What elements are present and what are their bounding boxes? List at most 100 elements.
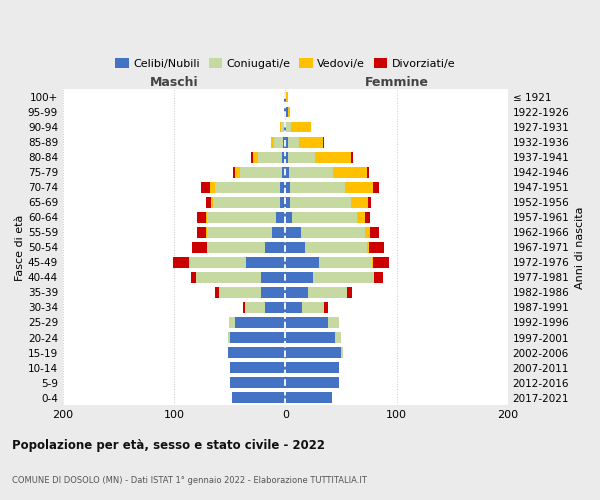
- Bar: [286, 122, 291, 132]
- Bar: [280, 197, 286, 207]
- Bar: [192, 242, 208, 252]
- Bar: [372, 257, 373, 268]
- Bar: [308, 287, 347, 298]
- Bar: [261, 272, 286, 283]
- Bar: [286, 212, 292, 222]
- Bar: [286, 362, 339, 373]
- Bar: [213, 197, 280, 207]
- Bar: [284, 92, 286, 102]
- Bar: [245, 302, 265, 313]
- Bar: [240, 167, 282, 177]
- Bar: [280, 182, 286, 192]
- Bar: [286, 136, 287, 147]
- Bar: [284, 122, 286, 132]
- Bar: [369, 242, 385, 252]
- Bar: [316, 152, 351, 162]
- Bar: [347, 287, 352, 298]
- Bar: [290, 197, 351, 207]
- Bar: [299, 136, 323, 147]
- Bar: [282, 152, 286, 162]
- Bar: [284, 106, 286, 118]
- Bar: [286, 152, 287, 162]
- Bar: [373, 182, 379, 192]
- Bar: [197, 227, 206, 237]
- Bar: [283, 136, 286, 147]
- Bar: [251, 152, 253, 162]
- Bar: [286, 227, 301, 237]
- Bar: [197, 212, 206, 222]
- Bar: [335, 332, 341, 343]
- Text: Maschi: Maschi: [150, 76, 199, 90]
- Bar: [351, 197, 368, 207]
- Bar: [271, 136, 274, 147]
- Bar: [210, 182, 215, 192]
- Bar: [230, 362, 286, 373]
- Bar: [188, 257, 247, 268]
- Bar: [289, 167, 333, 177]
- Legend: Celibi/Nubili, Coniugati/e, Vedovi/e, Divorziati/e: Celibi/Nubili, Coniugati/e, Vedovi/e, Di…: [111, 54, 460, 74]
- Bar: [281, 122, 284, 132]
- Bar: [351, 152, 353, 162]
- Bar: [365, 212, 370, 222]
- Bar: [265, 302, 286, 313]
- Bar: [274, 136, 283, 147]
- Bar: [368, 197, 371, 207]
- Bar: [346, 182, 373, 192]
- Bar: [235, 317, 286, 328]
- Bar: [287, 106, 290, 118]
- Bar: [215, 182, 280, 192]
- Bar: [208, 227, 272, 237]
- Bar: [370, 227, 379, 237]
- Bar: [257, 152, 282, 162]
- Bar: [227, 347, 286, 358]
- Bar: [286, 332, 335, 343]
- Bar: [191, 272, 196, 283]
- Bar: [206, 197, 211, 207]
- Bar: [341, 347, 343, 358]
- Bar: [229, 317, 235, 328]
- Bar: [282, 167, 286, 177]
- Bar: [230, 377, 286, 388]
- Y-axis label: Fasce di età: Fasce di età: [15, 214, 25, 280]
- Bar: [286, 392, 332, 403]
- Bar: [290, 182, 346, 192]
- Bar: [286, 257, 319, 268]
- Bar: [367, 242, 369, 252]
- Bar: [302, 302, 324, 313]
- Bar: [208, 242, 265, 252]
- Bar: [196, 272, 261, 283]
- Bar: [265, 242, 286, 252]
- Bar: [215, 287, 218, 298]
- Bar: [272, 227, 286, 237]
- Bar: [373, 257, 389, 268]
- Bar: [211, 197, 213, 207]
- Bar: [230, 332, 286, 343]
- Bar: [286, 167, 289, 177]
- Bar: [286, 317, 328, 328]
- Bar: [206, 212, 208, 222]
- Bar: [287, 152, 316, 162]
- Bar: [218, 287, 261, 298]
- Bar: [173, 257, 188, 268]
- Bar: [328, 317, 339, 328]
- Text: COMUNE DI DOSOLO (MN) - Dati ISTAT 1° gennaio 2022 - Elaborazione TUTTITALIA.IT: COMUNE DI DOSOLO (MN) - Dati ISTAT 1° ge…: [12, 476, 367, 485]
- Bar: [227, 332, 230, 343]
- Bar: [367, 167, 369, 177]
- Bar: [305, 242, 367, 252]
- Bar: [324, 302, 328, 313]
- Bar: [243, 302, 245, 313]
- Bar: [206, 227, 208, 237]
- Text: Popolazione per età, sesso e stato civile - 2022: Popolazione per età, sesso e stato civil…: [12, 440, 325, 452]
- Y-axis label: Anni di nascita: Anni di nascita: [575, 206, 585, 288]
- Bar: [286, 182, 290, 192]
- Bar: [333, 167, 367, 177]
- Bar: [286, 272, 313, 283]
- Bar: [374, 272, 383, 283]
- Bar: [201, 182, 210, 192]
- Bar: [319, 257, 372, 268]
- Bar: [286, 197, 290, 207]
- Bar: [280, 122, 281, 132]
- Bar: [286, 302, 302, 313]
- Bar: [291, 122, 311, 132]
- Text: Femmine: Femmine: [365, 76, 428, 90]
